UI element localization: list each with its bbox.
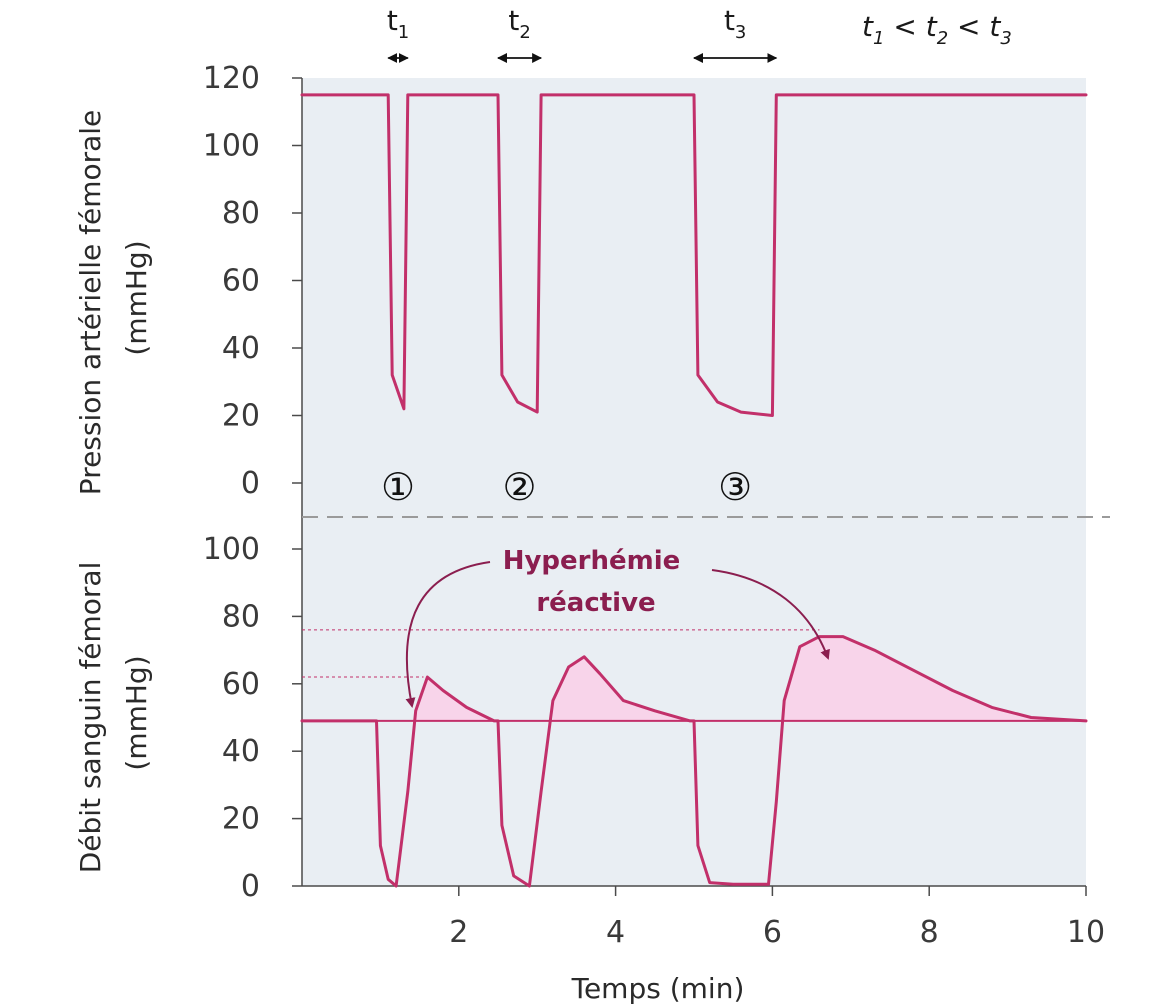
flow-ytick-label: 20	[222, 802, 260, 837]
pressure-ytick-label: 120	[203, 61, 260, 96]
time-xtick-label: 10	[1067, 915, 1105, 950]
annotation-arrow-left	[405, 561, 491, 708]
time-xtick-label: 2	[449, 915, 468, 950]
occlusion-markers: ① ② ③	[381, 465, 752, 509]
pressure-ytick-label: 40	[222, 331, 260, 366]
occlusion-marker-1: ①	[381, 465, 415, 509]
duration-relation: t1 < t2 < t3	[862, 10, 1012, 49]
flow-curve	[300, 635, 1088, 888]
flow-ytick-label: 40	[222, 734, 260, 769]
flow-ytick-label: 60	[222, 667, 260, 702]
pressure-ytick-label: 0	[241, 466, 260, 501]
time-xlabel: Temps (min)	[571, 972, 745, 1005]
pressure-ytick-label: 20	[222, 399, 260, 434]
time-xtick-label: 6	[763, 915, 782, 950]
occlusion-marker-2: ②	[503, 465, 537, 509]
flow-ytick-label: 100	[203, 532, 260, 567]
duration-label-t1: t1	[387, 4, 409, 43]
pressure-ylabel: Pression artérielle fémorale (mmHg)	[74, 101, 153, 495]
flow-ylabel: Débit sanguin fémoral (mmHg)	[74, 553, 153, 874]
duration-label-t2: t2	[508, 4, 530, 43]
duration-label-t3: t3	[724, 4, 746, 43]
flow-axis-ticks: 0 20 40 60 80 100	[203, 532, 302, 904]
pressure-axis-ticks: 0 20 40 60 80 100 120	[203, 61, 302, 501]
time-xtick-label: 8	[920, 915, 939, 950]
pressure-ytick-label: 80	[222, 196, 260, 231]
time-xtick-label: 4	[606, 915, 625, 950]
annotation-arrow-right	[711, 569, 830, 660]
pressure-ytick-label: 100	[203, 129, 260, 164]
pressure-ytick-label: 60	[222, 264, 260, 299]
occlusion-marker-3: ③	[718, 465, 752, 509]
pressure-curve	[300, 93, 1088, 417]
time-axis-ticks: 2 4 6 8 10	[449, 886, 1105, 950]
flow-ytick-label: 80	[222, 599, 260, 634]
flow-ytick-label: 0	[241, 869, 260, 904]
annotation-label: Hyperhémie réactive	[503, 546, 690, 618]
occlusion-duration-labels: t1 t2 t3	[387, 4, 778, 63]
hyperemia-fill	[302, 636, 1086, 721]
